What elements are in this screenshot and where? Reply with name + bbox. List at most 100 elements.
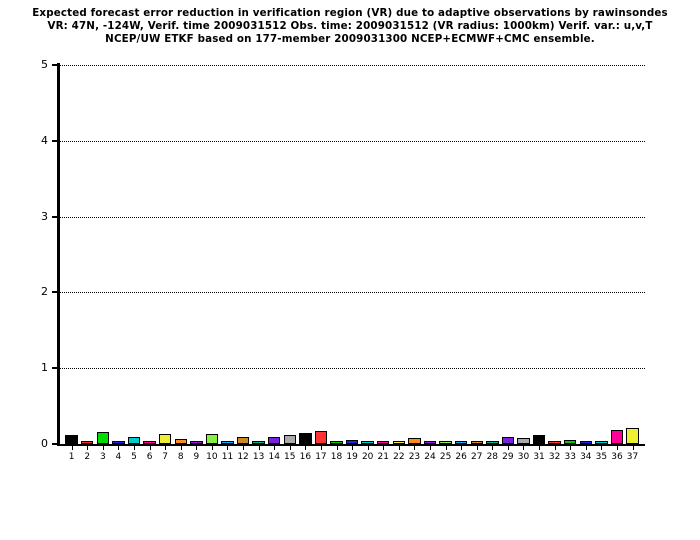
x-axis-tick	[367, 446, 369, 450]
x-axis-label: 33	[564, 452, 576, 462]
x-axis-label: 2	[84, 452, 91, 462]
x-axis-label: 13	[252, 452, 265, 462]
y-axis-label: 0	[41, 437, 48, 450]
bar	[158, 434, 172, 444]
x-axis-line	[57, 444, 645, 446]
chart-title: Expected forecast error reduction in ver…	[0, 7, 700, 46]
title-line-1: Expected forecast error reduction in ver…	[32, 7, 668, 19]
x-axis-tick	[305, 446, 307, 450]
y-axis-tick	[52, 139, 58, 142]
y-axis-tick	[52, 215, 58, 218]
bar	[563, 440, 577, 444]
x-axis-tick	[414, 446, 416, 450]
x-axis-tick	[539, 446, 541, 450]
bar	[174, 439, 187, 444]
x-axis-label: 7	[162, 452, 169, 462]
bar	[81, 441, 94, 444]
title-line-2: VR: 47N, -124W, Verif. time 2009031512 O…	[47, 20, 653, 32]
bar	[190, 440, 203, 444]
x-axis-tick	[258, 446, 260, 450]
bar	[96, 431, 110, 444]
x-axis-tick	[134, 446, 135, 450]
bar	[112, 440, 125, 444]
x-axis-tick	[180, 446, 182, 450]
x-axis-tick	[87, 446, 89, 450]
x-axis-label: 12	[237, 452, 249, 462]
x-axis-label: 29	[502, 452, 514, 462]
x-axis-tick	[289, 446, 291, 450]
x-axis-label: 36	[611, 452, 623, 462]
bar	[626, 427, 639, 444]
bar	[610, 429, 624, 444]
x-axis-label: 9	[193, 452, 200, 462]
x-axis-tick	[430, 446, 431, 450]
bar	[392, 441, 406, 444]
gridline	[60, 368, 645, 370]
x-axis-tick	[149, 446, 151, 450]
x-axis-tick	[601, 446, 603, 450]
gridline	[60, 216, 645, 218]
x-axis-label: 21	[377, 452, 389, 462]
x-axis-tick	[585, 446, 587, 450]
bar	[548, 441, 561, 444]
x-axis-tick	[445, 446, 447, 450]
bar	[470, 441, 483, 444]
x-axis-label: 14	[268, 452, 280, 462]
x-axis-tick	[336, 446, 338, 450]
bar	[439, 441, 452, 444]
x-axis-tick	[243, 446, 245, 450]
x-axis-tick	[398, 446, 400, 450]
x-axis-tick	[102, 446, 104, 450]
bar	[345, 439, 359, 444]
bar	[408, 438, 421, 444]
x-axis-label: 8	[177, 452, 184, 462]
bar	[486, 440, 499, 444]
bar	[423, 440, 437, 444]
bar	[267, 436, 281, 444]
x-axis-tick	[632, 446, 634, 450]
y-axis-label: 3	[41, 209, 48, 223]
x-axis-tick	[118, 446, 120, 450]
bar	[127, 437, 141, 444]
bar	[454, 441, 468, 444]
bar	[595, 441, 608, 444]
bar	[143, 440, 156, 444]
x-axis-label: 3	[99, 452, 106, 462]
x-axis-tick	[274, 446, 276, 450]
x-axis-label: 4	[115, 452, 122, 462]
bar	[361, 441, 374, 444]
x-axis-tick	[461, 446, 463, 450]
x-axis-label: 31	[533, 452, 545, 462]
bar	[330, 441, 343, 444]
x-axis-tick	[616, 446, 618, 450]
x-axis-label: 18	[330, 452, 343, 462]
x-axis-tick	[507, 446, 509, 450]
x-axis-label: 37	[626, 452, 639, 462]
x-axis-label: 24	[424, 452, 436, 462]
x-axis-label: 27	[471, 452, 483, 462]
x-axis-tick	[523, 446, 525, 450]
bar	[252, 441, 265, 444]
x-axis-label: 5	[131, 452, 137, 462]
x-axis-tick	[383, 446, 385, 450]
y-axis-tick	[52, 64, 58, 66]
gridline	[60, 65, 645, 66]
y-axis-tick	[52, 291, 58, 294]
y-axis-line	[57, 63, 60, 445]
x-axis-tick	[227, 446, 229, 450]
x-axis-label: 25	[439, 452, 452, 462]
y-axis-tick	[52, 367, 58, 370]
bar	[65, 435, 78, 444]
x-axis-label: 32	[548, 452, 561, 462]
x-axis-label: 17	[315, 452, 327, 462]
gridline	[60, 292, 645, 294]
x-axis-tick	[211, 446, 213, 450]
x-axis-label: 35	[595, 452, 608, 462]
bar	[501, 437, 515, 444]
title-line-3: NCEP/UW ETKF based on 177-member 2009031…	[105, 33, 595, 45]
y-axis-label: 1	[41, 361, 48, 375]
x-axis-label: 1	[68, 452, 75, 462]
x-axis-tick	[196, 446, 198, 450]
bar	[283, 434, 296, 444]
